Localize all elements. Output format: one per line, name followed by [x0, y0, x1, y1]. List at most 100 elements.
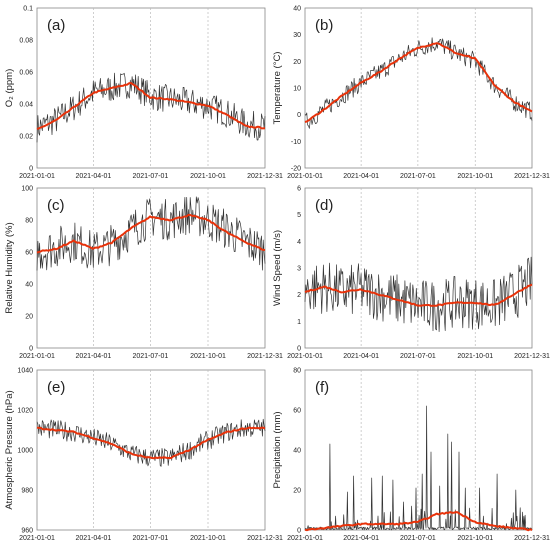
daily-series-line [36, 196, 266, 271]
smoothed-series-line [36, 82, 266, 130]
x-tick-label: 2021-04-01 [343, 353, 379, 360]
y-tick-label: 6 [297, 186, 301, 193]
daily-series-line [304, 37, 533, 129]
y-tick-label: 0.1 [23, 6, 33, 13]
x-tick-label: 2021-07-01 [132, 173, 168, 180]
panel-label: (b) [315, 17, 333, 34]
y-tick-label: 20 [293, 59, 301, 66]
y-tick-label: 20 [293, 488, 301, 495]
plot-frame [304, 7, 533, 169]
y-tick-label: 80 [293, 368, 301, 375]
y-tick-label: 0 [29, 166, 33, 173]
x-tick-label: 2021-12-31 [247, 353, 283, 360]
x-tick-label: 2021-10-01 [457, 353, 493, 360]
x-tick-label: 2021-04-01 [343, 173, 379, 180]
y-tick-label: 0.02 [19, 134, 33, 141]
x-tick-label: 2021-10-01 [190, 353, 226, 360]
x-tick-label: 2021-04-01 [343, 535, 379, 542]
x-tick-label: 2021-12-31 [247, 173, 283, 180]
panel-f: 2021-01-01 2021-04-01 2021-07-01 2021-10-01… [272, 368, 550, 543]
smoothed-series-line [36, 426, 266, 460]
plot-frame [36, 369, 266, 531]
x-tick-label: 2021-10-01 [457, 173, 493, 180]
x-tick-label: 2021-07-01 [132, 535, 168, 542]
y-tick-label: 60 [293, 408, 301, 415]
y-tick-label: -10 [291, 139, 301, 146]
x-tick-label: 2021-04-01 [75, 173, 111, 180]
x-tick-label: 2021-12-31 [514, 173, 550, 180]
x-tick-label: 2021-10-01 [190, 173, 226, 180]
panel-d: 2021-01-01 2021-04-01 2021-07-01 2021-10-01… [272, 186, 550, 361]
smoothed-series-line [304, 42, 533, 123]
y-axis-label: O₂ (ppm) [4, 69, 15, 108]
panel-e: 2021-01-01 2021-04-01 2021-07-01 2021-10-01… [4, 368, 283, 543]
x-tick-label: 2021-01-01 [19, 535, 55, 542]
x-tick-label: 2021-01-01 [287, 173, 323, 180]
y-tick-label: 20 [25, 314, 33, 321]
y-tick-label: 1000 [17, 448, 33, 455]
x-tick-label: 2021-07-01 [400, 535, 436, 542]
y-tick-label: 0 [297, 528, 301, 535]
y-tick-label: 0 [29, 346, 33, 353]
y-tick-label: 5 [297, 212, 301, 219]
y-axis-label: Temperature (°C) [272, 52, 283, 125]
daily-series-line [36, 72, 266, 143]
y-tick-label: 100 [21, 186, 33, 193]
y-tick-label: 10 [293, 86, 301, 93]
y-tick-label: 1020 [17, 408, 33, 415]
y-axis-label: Precipitation (mm) [272, 411, 283, 488]
x-tick-label: 2021-07-01 [132, 353, 168, 360]
y-axis-label: Relative Humidity (%) [4, 222, 15, 313]
y-tick-label: 0.08 [19, 38, 33, 45]
y-tick-label: 4 [297, 239, 301, 246]
x-tick-label: 2021-01-01 [287, 535, 323, 542]
x-tick-label: 2021-12-31 [247, 535, 283, 542]
panel-label: (f) [315, 379, 329, 396]
y-tick-label: 0.06 [19, 70, 33, 77]
panel-a: 2021-01-01 2021-04-01 2021-07-01 2021-10-01… [4, 6, 283, 181]
x-tick-label: 2021-01-01 [19, 173, 55, 180]
x-tick-label: 2021-01-01 [287, 353, 323, 360]
x-tick-label: 2021-12-31 [514, 353, 550, 360]
daily-series-line [36, 418, 266, 467]
y-tick-label: 0 [297, 346, 301, 353]
y-tick-label: 1 [297, 319, 301, 326]
panel-label: (d) [315, 197, 333, 214]
panel-label: (e) [47, 379, 65, 396]
smoothed-series-line [304, 283, 533, 307]
y-tick-label: 60 [25, 250, 33, 257]
plot-frame [304, 369, 533, 531]
y-tick-label: 980 [21, 488, 33, 495]
smoothed-series-line [304, 511, 533, 532]
panel-label: (a) [47, 17, 65, 34]
y-tick-label: 0.04 [19, 102, 33, 109]
y-tick-label: 40 [293, 448, 301, 455]
y-tick-label: 80 [25, 218, 33, 225]
plot-frame [304, 187, 533, 349]
y-tick-label: 3 [297, 266, 301, 273]
x-tick-label: 2021-01-01 [19, 353, 55, 360]
y-tick-label: 960 [21, 528, 33, 535]
y-tick-label: 0 [297, 112, 301, 119]
x-tick-label: 2021-10-01 [190, 535, 226, 542]
y-axis-label: Atmospheric Pressure (hPa) [4, 390, 15, 509]
x-tick-label: 2021-07-01 [400, 173, 436, 180]
smoothed-series-line [36, 213, 266, 254]
x-tick-label: 2021-10-01 [457, 535, 493, 542]
panel-label: (c) [47, 197, 65, 214]
y-tick-label: -20 [291, 166, 301, 173]
x-tick-label: 2021-07-01 [400, 353, 436, 360]
daily-series-line [304, 405, 533, 531]
panel-c: 2021-01-01 2021-04-01 2021-07-01 2021-10-01… [4, 186, 283, 361]
x-tick-label: 2021-12-31 [514, 535, 550, 542]
y-tick-label: 40 [293, 6, 301, 13]
x-tick-label: 2021-04-01 [75, 535, 111, 542]
panel-b: 2021-01-01 2021-04-01 2021-07-01 2021-10-01… [272, 6, 550, 181]
y-tick-label: 30 [293, 32, 301, 39]
x-tick-label: 2021-04-01 [75, 353, 111, 360]
y-tick-label: 40 [25, 282, 33, 289]
y-tick-label: 2 [297, 292, 301, 299]
y-axis-label: Wind Speed (m/s) [272, 230, 283, 306]
y-tick-label: 1040 [17, 368, 33, 375]
